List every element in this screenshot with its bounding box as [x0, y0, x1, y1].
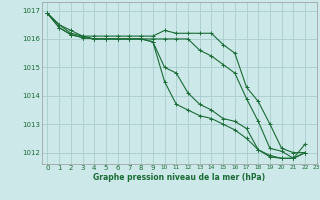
X-axis label: Graphe pression niveau de la mer (hPa): Graphe pression niveau de la mer (hPa): [93, 173, 265, 182]
